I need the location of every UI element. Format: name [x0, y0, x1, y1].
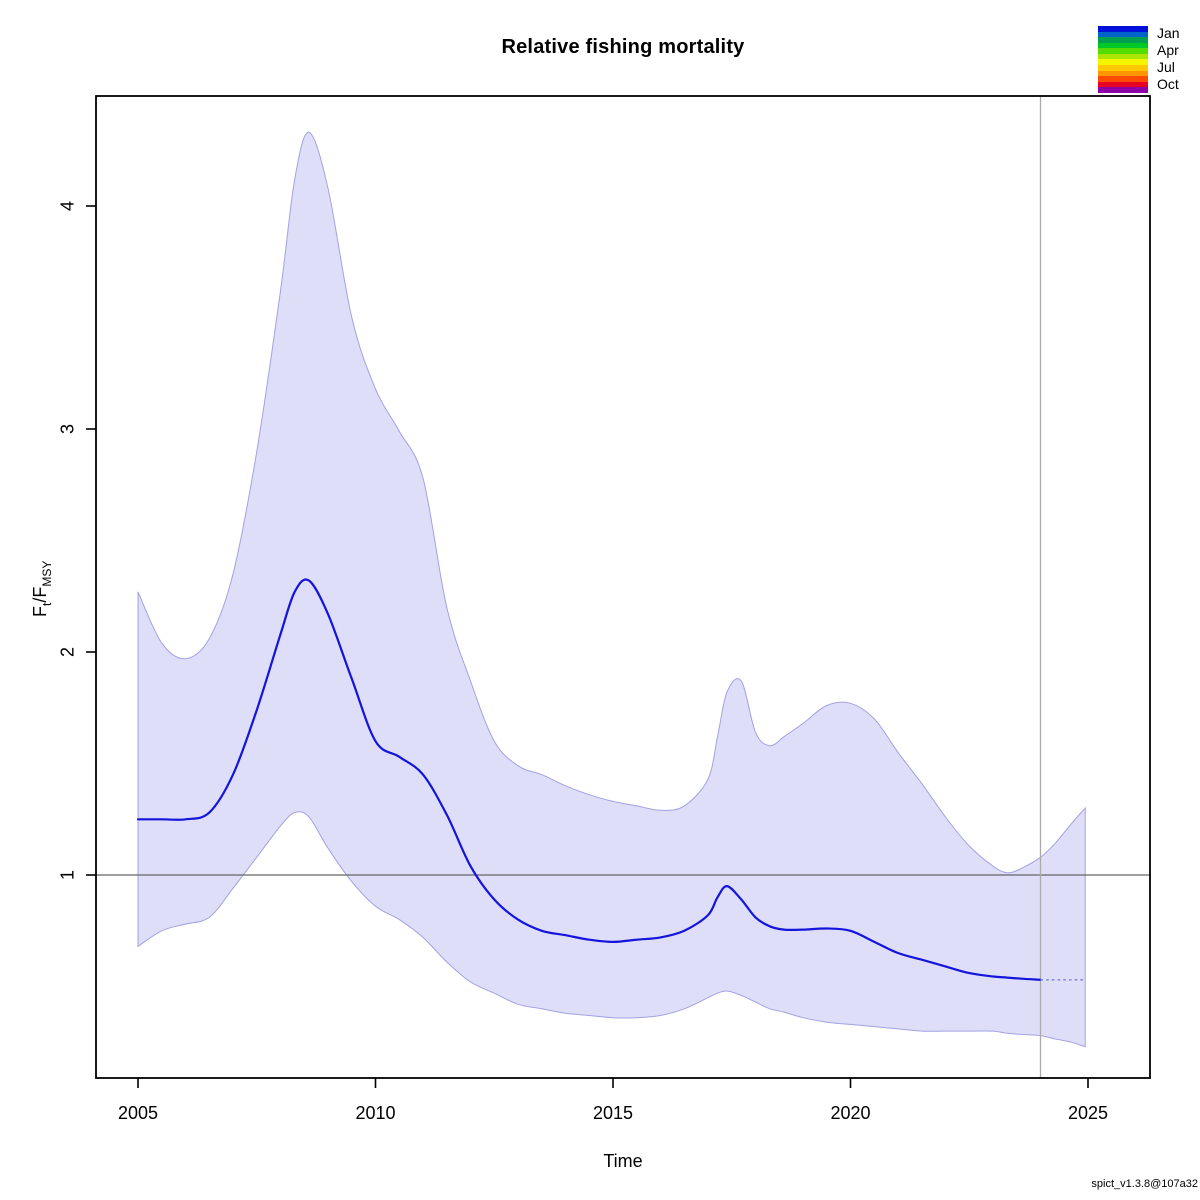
- season-color-band-6: [1098, 53, 1148, 60]
- y-axis-title-f: F: [30, 605, 51, 617]
- y-tick-label-2: 2: [57, 646, 78, 658]
- confidence-band: [137, 131, 1086, 1048]
- season-color-band-9: [1098, 70, 1148, 77]
- legend-label-apr: Apr: [1157, 42, 1179, 58]
- y-axis-title-slash: /: [30, 597, 51, 603]
- fishing-mortality-line: [136, 578, 1042, 981]
- season-legend-labels: Jan Apr Jul Oct: [1157, 26, 1180, 93]
- season-color-band-4: [1098, 42, 1148, 49]
- season-color-band-10: [1098, 76, 1148, 82]
- y-axis-title-f2: F: [30, 586, 51, 598]
- x-tick-label-2020: 2020: [830, 1103, 871, 1123]
- season-color-band-3: [1098, 37, 1148, 43]
- y-tick-label-3: 3: [57, 423, 78, 435]
- season-color-band-12: [1098, 87, 1148, 93]
- x-axis-title: Time: [603, 1151, 643, 1171]
- season-legend: Jan Apr Jul Oct: [1098, 26, 1180, 93]
- y-axis-title-sub-t: t: [39, 602, 54, 606]
- legend-label-jul: Jul: [1157, 59, 1175, 75]
- legend-label-jan: Jan: [1157, 25, 1180, 41]
- legend-label-oct: Oct: [1157, 76, 1179, 92]
- season-color-band-7: [1098, 59, 1148, 66]
- y-axis-title: Ft/FMSY: [30, 529, 54, 649]
- plot-box: [95, 95, 1151, 1079]
- x-tick-label-2025: 2025: [1067, 1103, 1109, 1123]
- x-tick-label-2010: 2010: [355, 1103, 396, 1123]
- season-color-band-2: [1098, 31, 1148, 38]
- season-color-band-8: [1098, 65, 1148, 71]
- y-tick-label-4: 4: [57, 200, 78, 212]
- version-text: spict_v1.3.8@107a32: [1091, 1178, 1198, 1190]
- season-colorbar: [1098, 26, 1148, 93]
- y-tick-label-1: 1: [57, 869, 78, 881]
- x-tick-label-2005: 2005: [117, 1103, 159, 1123]
- season-color-band-11: [1098, 81, 1148, 88]
- season-color-band-1: [1098, 26, 1148, 32]
- season-color-band-5: [1098, 48, 1148, 54]
- y-axis-title-sub-msy: MSY: [39, 560, 54, 587]
- x-tick-label-2015: 2015: [592, 1103, 634, 1123]
- plot-title: Relative fishing mortality: [501, 36, 745, 58]
